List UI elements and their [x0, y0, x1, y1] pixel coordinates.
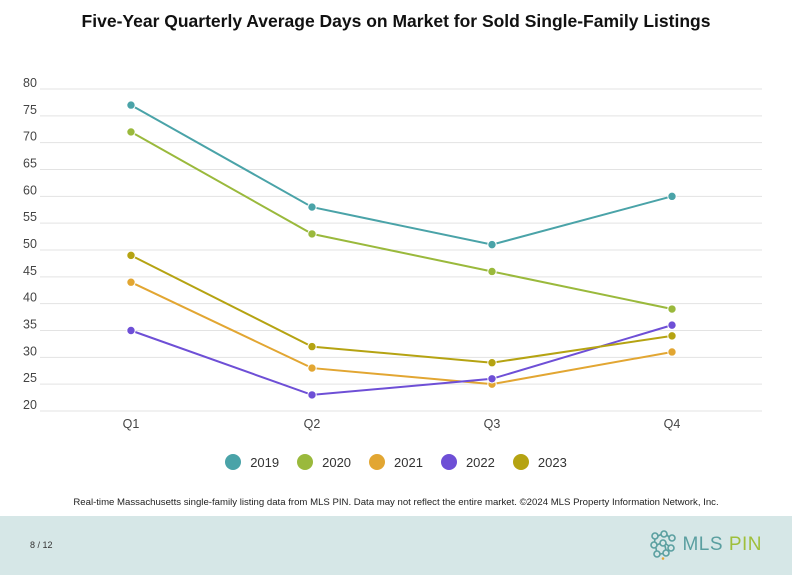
chart-title: Five-Year Quarterly Average Days on Mark…	[81, 11, 711, 31]
data-point-2020	[307, 229, 317, 239]
legend-label: 2023	[537, 454, 567, 470]
legend-label: 2019	[250, 454, 280, 470]
y-tick-label: 55	[23, 210, 37, 224]
x-tick-label: Q3	[484, 417, 501, 431]
logo-main-text: MLS	[682, 534, 724, 555]
data-point-2019	[126, 100, 136, 110]
y-tick-label: 45	[23, 264, 37, 278]
y-tick-label: 70	[23, 130, 37, 144]
y-tick-label: 65	[23, 157, 37, 171]
legend-swatch	[369, 454, 386, 470]
data-point-2021	[126, 277, 136, 287]
y-tick-label: 25	[23, 371, 37, 385]
series-line-2023	[130, 254, 673, 364]
line-chart: 20 25 30 35 40 45 50 55 60 65 70 75 80 Q1 Q2 Q3 Q4	[23, 76, 762, 431]
x-tick-label: Q2	[304, 417, 321, 431]
series-line-2022	[130, 324, 673, 396]
legend-item-2021: 2021	[369, 454, 423, 470]
legend-item-2020: 2020	[297, 454, 351, 470]
y-tick-label: 75	[23, 103, 37, 117]
series-line-2020	[130, 131, 673, 311]
data-point-2022	[126, 325, 136, 336]
data-point-2022	[667, 320, 677, 330]
legend-swatch	[225, 454, 242, 470]
data-point-2021	[667, 347, 677, 357]
data-point-2023	[126, 250, 136, 261]
data-point-2021	[307, 363, 317, 373]
legend-item-2019: 2019	[225, 454, 279, 470]
data-point-2019	[307, 202, 317, 212]
y-tick-label: 50	[23, 237, 37, 251]
y-tick-label: 40	[23, 291, 37, 305]
y-tick-label: 35	[23, 318, 37, 332]
data-point-2020	[126, 127, 136, 137]
legend-label: 2021	[394, 454, 423, 470]
legend-item-2023: 2023	[512, 454, 567, 470]
page-number: 8 / 12	[30, 540, 53, 550]
chart-legend: 2019 2020 2021 2022 2023	[0, 454, 792, 470]
legend-swatch	[440, 454, 457, 470]
data-point-2020	[487, 266, 497, 277]
y-tick-label: 30	[23, 344, 37, 358]
legend-label: 2020	[322, 454, 352, 470]
legend-swatch	[297, 454, 314, 470]
y-tick-label: 20	[23, 398, 37, 412]
x-tick-label: Q1	[123, 417, 140, 431]
legend-swatch	[512, 454, 529, 470]
y-tick-label: 60	[23, 183, 37, 197]
data-point-2023	[307, 341, 317, 352]
data-point-2020	[667, 304, 677, 314]
data-point-2022	[487, 374, 497, 384]
series-line-2021	[130, 281, 673, 386]
logo-accent-text: PIN	[728, 534, 762, 555]
data-point-2019	[487, 239, 497, 250]
network-cluster-icon	[650, 530, 677, 560]
y-tick-label: 80	[23, 76, 37, 90]
mls-pin-logo: MLS PIN	[649, 530, 762, 560]
source-note: Real-time Massachusetts single-family li…	[73, 497, 719, 508]
data-point-2019	[667, 191, 677, 202]
legend-item-2022: 2022	[440, 454, 495, 470]
series-line-2019	[130, 104, 673, 246]
footer-bar: 8 / 12 MLS PIN	[0, 516, 792, 575]
data-point-2022	[307, 390, 317, 400]
x-tick-label: Q4	[664, 417, 681, 431]
data-point-2023	[667, 331, 677, 341]
legend-label: 2022	[465, 454, 495, 470]
data-point-2023	[487, 358, 497, 368]
